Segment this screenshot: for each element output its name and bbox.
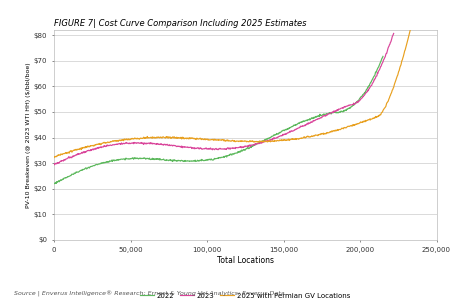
2023 — [346, 104, 351, 107]
2022 — [132, 156, 138, 159]
2025 with Permian GV Locations — [368, 118, 373, 122]
2025 with Permian GV Locations — [51, 156, 57, 159]
2025 with Permian GV Locations — [285, 138, 291, 141]
Line: 2023: 2023 — [54, 33, 394, 165]
Y-axis label: PV-10 Breakeven (@ 2023 WTI HH) ($/bbl/boe): PV-10 Breakeven (@ 2023 WTI HH) ($/bbl/b… — [26, 62, 31, 208]
2025 with Permian GV Locations — [274, 139, 279, 142]
2023 — [196, 147, 202, 151]
2022 — [380, 55, 386, 58]
2023 — [51, 163, 57, 166]
Text: Source | Enverus Intelligence® Research; Ernest & Young Vol Analytics; Enverus D: Source | Enverus Intelligence® Research;… — [14, 291, 284, 297]
Line: 2025 with Permian GV Locations: 2025 with Permian GV Locations — [54, 0, 421, 158]
2022 — [52, 182, 57, 185]
2025 with Permian GV Locations — [74, 148, 79, 152]
Text: FIGURE 7| Cost Curve Comparison Including 2025 Estimates: FIGURE 7| Cost Curve Comparison Includin… — [54, 19, 306, 28]
Legend: 2022, 2023, 2025 with Permian GV Locations: 2022, 2023, 2025 with Permian GV Locatio… — [138, 290, 353, 300]
2023 — [189, 147, 194, 150]
2025 with Permian GV Locations — [330, 130, 335, 134]
2023 — [307, 121, 313, 125]
Line: 2022: 2022 — [54, 56, 383, 184]
2025 with Permian GV Locations — [265, 140, 270, 144]
2023 — [110, 143, 115, 146]
2022 — [308, 118, 313, 121]
2022 — [268, 136, 273, 139]
2022 — [51, 181, 57, 185]
X-axis label: Total Locations: Total Locations — [217, 256, 274, 265]
2022 — [144, 157, 150, 160]
2022 — [348, 105, 354, 109]
2022 — [156, 157, 161, 160]
2023 — [329, 110, 335, 114]
2023 — [391, 32, 396, 35]
